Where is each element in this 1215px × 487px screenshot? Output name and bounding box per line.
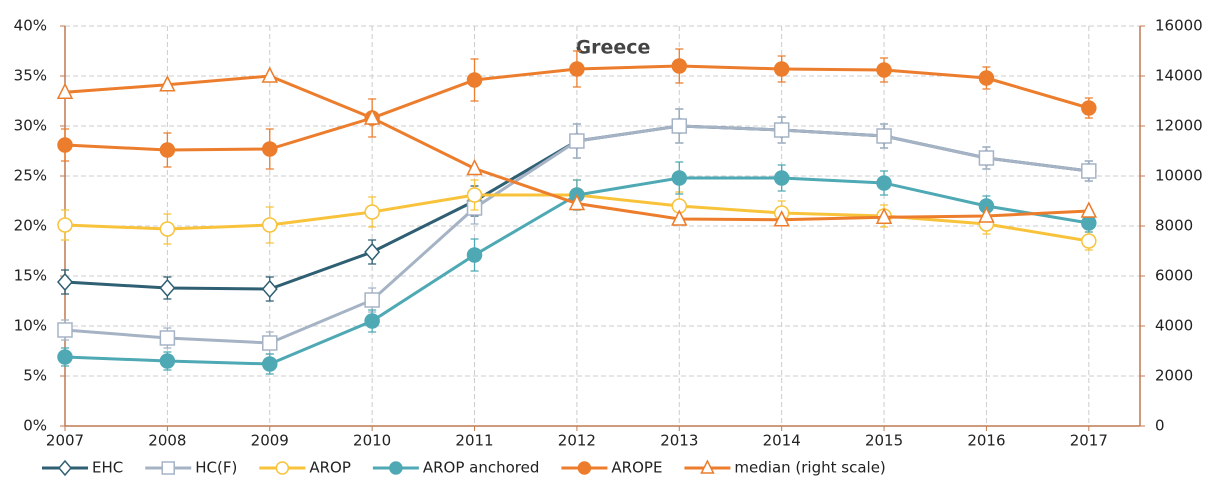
x-tick-label: 2017: [1070, 432, 1108, 450]
y-tick-label: 5%: [23, 367, 47, 385]
x-tick-label: 2009: [251, 432, 289, 450]
marker: [671, 58, 688, 74]
marker: [262, 217, 278, 233]
legend-label: EHC: [92, 459, 123, 477]
y2-tick-label: 10000: [1155, 167, 1203, 185]
marker: [364, 313, 380, 329]
x-tick-label: 2015: [865, 432, 903, 450]
marker: [568, 193, 586, 211]
y2-tick-label: 4000: [1155, 317, 1193, 335]
y2-tick-label: 16000: [1155, 17, 1203, 35]
y-tick-label: 30%: [14, 117, 47, 135]
y2-tick-label: 0: [1155, 417, 1165, 435]
x-tick-label: 2013: [660, 432, 698, 450]
y-tick-label: 10%: [14, 317, 47, 335]
marker: [364, 292, 380, 308]
marker: [159, 330, 176, 346]
y-tick-label: 25%: [14, 167, 47, 185]
marker: [876, 175, 892, 191]
marker: [671, 209, 688, 226]
marker: [1081, 233, 1097, 249]
marker: [364, 242, 381, 262]
marker: [1081, 215, 1097, 231]
marker: [261, 279, 278, 299]
marker: [978, 70, 995, 86]
legend-label: AROPE: [611, 459, 662, 477]
marker: [466, 158, 483, 176]
marker: [56, 82, 74, 99]
marker: [1081, 163, 1097, 179]
legend-label: AROP anchored: [423, 459, 540, 477]
marker: [876, 128, 892, 144]
marker: [671, 170, 688, 186]
marker: [57, 272, 73, 292]
marker: [275, 461, 290, 475]
marker: [159, 75, 176, 92]
marker: [159, 142, 176, 158]
marker: [773, 170, 790, 186]
y2-tick-label: 14000: [1155, 67, 1203, 85]
marker: [466, 187, 483, 203]
x-tick-label: 2016: [967, 432, 1005, 450]
marker: [159, 221, 176, 237]
marker: [577, 461, 592, 475]
marker: [978, 150, 995, 166]
legend-label: median (right scale): [734, 459, 885, 477]
marker: [261, 66, 278, 83]
marker: [700, 459, 715, 474]
marker: [262, 335, 278, 351]
marker: [363, 108, 381, 125]
marker: [159, 353, 176, 369]
marker: [262, 356, 278, 372]
x-tick-label: 2007: [46, 432, 84, 450]
x-tick-label: 2011: [455, 432, 493, 450]
marker: [773, 210, 790, 227]
marker: [875, 207, 893, 224]
marker: [262, 141, 278, 157]
y2-tick-label: 6000: [1155, 267, 1193, 285]
marker: [57, 217, 73, 233]
marker: [773, 61, 790, 77]
legend-label: AROP: [309, 459, 351, 477]
marker: [466, 247, 483, 263]
marker: [57, 349, 73, 365]
marker: [773, 122, 790, 138]
chart-title: Greece: [576, 37, 651, 59]
marker: [1080, 201, 1098, 218]
x-tick-label: 2008: [148, 432, 186, 450]
marker: [671, 118, 688, 134]
legend-label: HC(F): [195, 459, 237, 477]
marker: [569, 133, 585, 149]
marker: [1081, 100, 1097, 116]
marker: [57, 322, 73, 338]
marker: [876, 62, 892, 78]
y-tick-label: 15%: [14, 267, 47, 285]
marker: [466, 72, 483, 88]
y-tick-label: 0%: [23, 417, 47, 435]
y-tick-label: 20%: [14, 217, 47, 235]
y-tick-label: 35%: [14, 67, 47, 85]
marker: [159, 278, 176, 298]
marker: [978, 206, 995, 223]
y-tick-label: 40%: [14, 17, 47, 35]
x-tick-label: 2014: [763, 432, 801, 450]
marker: [57, 137, 73, 153]
marker: [364, 204, 380, 220]
marker: [389, 461, 403, 475]
marker: [569, 61, 585, 77]
x-tick-label: 2012: [558, 432, 596, 450]
marker: [58, 459, 72, 477]
marker: [161, 461, 175, 475]
y2-tick-label: 8000: [1155, 217, 1193, 235]
x-tick-label: 2010: [353, 432, 391, 450]
y2-tick-label: 2000: [1155, 367, 1193, 385]
y2-tick-label: 12000: [1155, 117, 1203, 135]
